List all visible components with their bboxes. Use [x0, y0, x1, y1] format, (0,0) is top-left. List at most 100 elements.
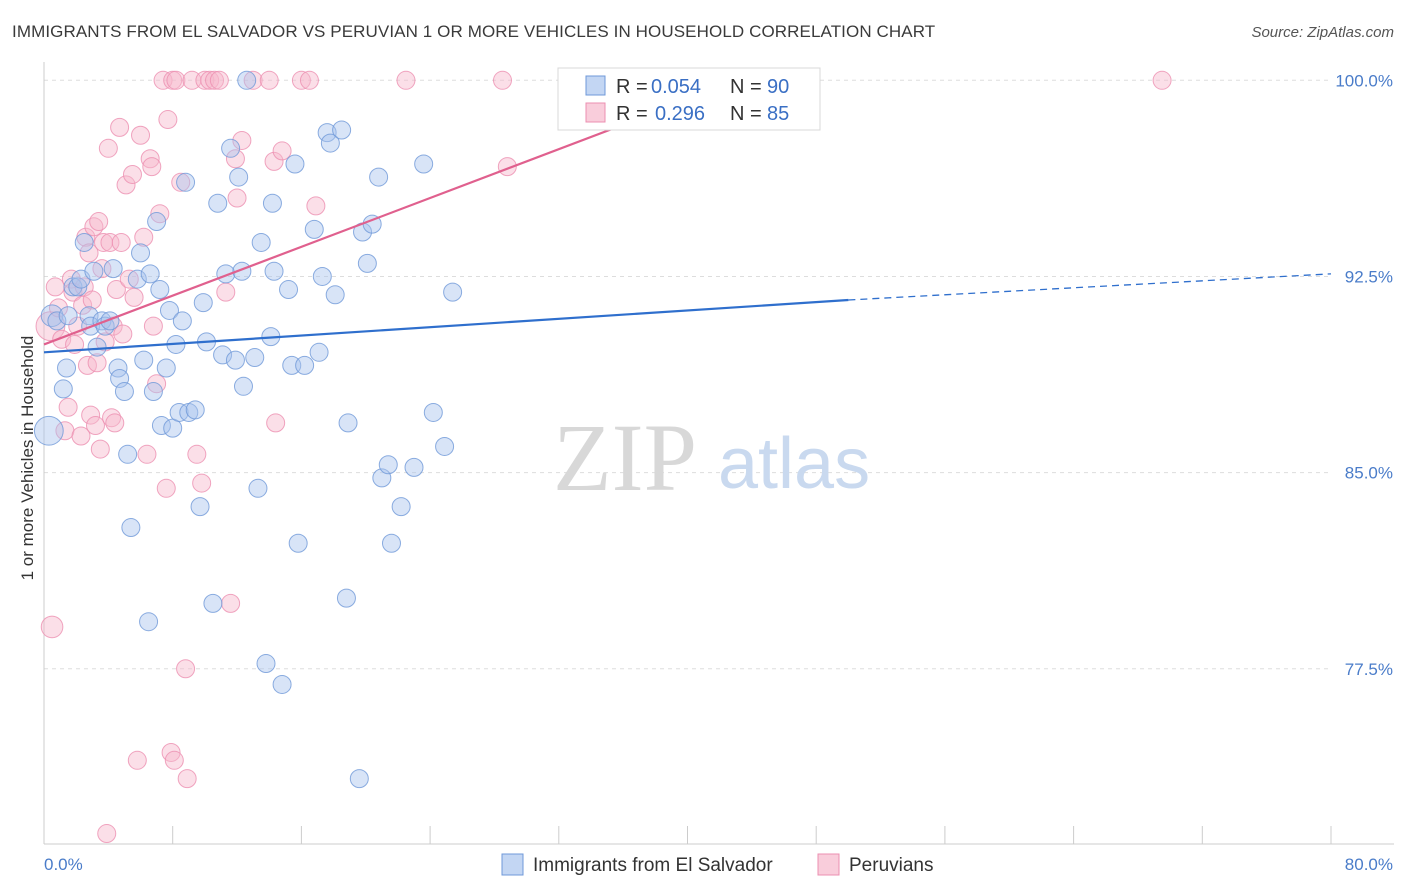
blue-trend-line	[43, 298, 849, 354]
blue-point-52	[233, 376, 253, 396]
pink-point-20	[85, 416, 105, 436]
blue-point-83	[381, 533, 401, 553]
y-tick-label-3: 77.5%	[1345, 660, 1393, 679]
blue-point-88	[435, 436, 455, 456]
series-peruvians	[35, 70, 1172, 844]
blue-point-84	[391, 497, 411, 517]
blue-point-55	[248, 478, 268, 498]
pink-point-58	[176, 659, 196, 679]
pink-point-44	[137, 444, 157, 464]
pink-point-17	[81, 405, 101, 425]
y-tick-label-2: 85.0%	[1345, 464, 1393, 483]
pink-point-34	[110, 117, 130, 137]
blue-point-0	[33, 415, 64, 446]
blue-point-38	[176, 172, 196, 192]
blue-point-86	[414, 154, 434, 174]
bottom-legend-swatch-pink	[817, 853, 840, 876]
pink-point-16	[79, 243, 99, 263]
blue-point-20	[114, 382, 134, 402]
pink-point-22	[89, 212, 109, 232]
blue-point-60	[264, 261, 284, 281]
blue-point-44	[203, 593, 223, 613]
legend-swatch-blue	[585, 75, 606, 96]
pink-point-74	[264, 151, 284, 171]
series-legend: Immigrants from El Salvador Peruvians	[501, 853, 934, 876]
blue-point-89	[443, 282, 463, 302]
pink-point-29	[100, 232, 120, 252]
chart-title: IMMIGRANTS FROM EL SALVADOR VS PERUVIAN …	[12, 22, 936, 41]
pink-point-67	[216, 282, 236, 302]
chart-source: Source: ZipAtlas.com	[1251, 24, 1394, 41]
blue-point-30	[150, 280, 170, 300]
blue-point-62	[279, 280, 299, 300]
pink-point-18	[82, 290, 102, 310]
pink-point-2	[45, 277, 65, 297]
blue-point-3	[53, 379, 73, 399]
blue-point-66	[295, 355, 315, 375]
pink-point-47	[143, 316, 163, 336]
pink-point-46	[142, 157, 162, 177]
legend-swatch-pink	[585, 102, 606, 123]
pink-point-32	[105, 413, 125, 433]
blue-point-45	[208, 193, 228, 213]
blue-point-69	[312, 266, 332, 286]
blue-point-29	[147, 212, 167, 232]
pink-point-40	[124, 287, 144, 307]
pink-point-53	[161, 742, 181, 762]
pink-point-28	[98, 138, 118, 158]
pink-point-21	[87, 353, 107, 373]
y-tick-label-0: 100.0%	[1335, 71, 1393, 90]
pink-point-30	[102, 408, 122, 428]
blue-point-63	[282, 355, 302, 375]
pink-point-27	[97, 824, 117, 844]
pink-point-50	[153, 70, 173, 90]
pink-point-42	[131, 125, 151, 145]
blue-point-50	[229, 167, 249, 187]
pink-point-41	[127, 750, 147, 770]
blue-point-74	[336, 588, 356, 608]
blue-point-87	[423, 402, 443, 422]
pink-point-78	[299, 70, 319, 90]
blue-point-71	[320, 133, 340, 153]
pink-point-81	[492, 70, 512, 90]
pink-point-75	[266, 413, 286, 433]
blue-point-1	[40, 304, 64, 327]
x-tick-label-1: 80.0%	[1345, 855, 1393, 874]
blue-point-82	[378, 455, 398, 475]
legend-r-value-pink: 0.296	[655, 103, 705, 125]
blue-trend-extension	[848, 273, 1332, 301]
blue-point-4	[57, 358, 77, 378]
pink-point-48	[147, 374, 167, 394]
blue-point-75	[338, 413, 358, 433]
pink-point-57	[171, 172, 191, 192]
blue-point-32	[156, 358, 176, 378]
pink-point-64	[200, 70, 220, 90]
pink-point-61	[187, 444, 207, 464]
pink-point-80	[396, 70, 416, 90]
pink-point-71	[232, 130, 252, 150]
blue-point-36	[169, 402, 189, 422]
pink-point-38	[119, 269, 139, 289]
pink-point-49	[150, 204, 170, 224]
blue-point-46	[213, 345, 233, 365]
blue-point-24	[131, 243, 151, 263]
watermark-zip: ZIP	[553, 404, 697, 511]
pink-point-68	[221, 593, 241, 613]
blue-point-37	[172, 311, 192, 331]
blue-point-53	[237, 70, 257, 90]
blue-point-61	[272, 674, 292, 694]
blue-point-12	[84, 261, 104, 281]
blue-point-59	[262, 193, 282, 213]
watermark: ZIP atlas	[553, 404, 870, 511]
blue-point-13	[87, 337, 107, 357]
pink-point-51	[156, 478, 176, 498]
legend-n-value-blue: 90	[767, 76, 789, 98]
legend-n-label-pink: N =	[730, 103, 762, 125]
legend-r-value-blue: 0.054	[651, 76, 701, 98]
pink-point-55	[164, 750, 184, 770]
bottom-legend-label-blue: Immigrants from El Salvador	[533, 855, 773, 876]
blue-point-5	[58, 306, 78, 326]
blue-point-31	[151, 416, 171, 436]
pink-point-65	[205, 70, 225, 90]
